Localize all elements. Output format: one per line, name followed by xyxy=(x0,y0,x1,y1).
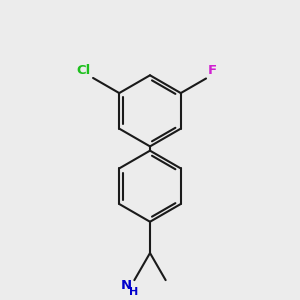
Text: F: F xyxy=(208,64,217,77)
Text: H: H xyxy=(129,287,138,297)
Text: N: N xyxy=(120,279,131,292)
Text: Cl: Cl xyxy=(76,64,91,76)
